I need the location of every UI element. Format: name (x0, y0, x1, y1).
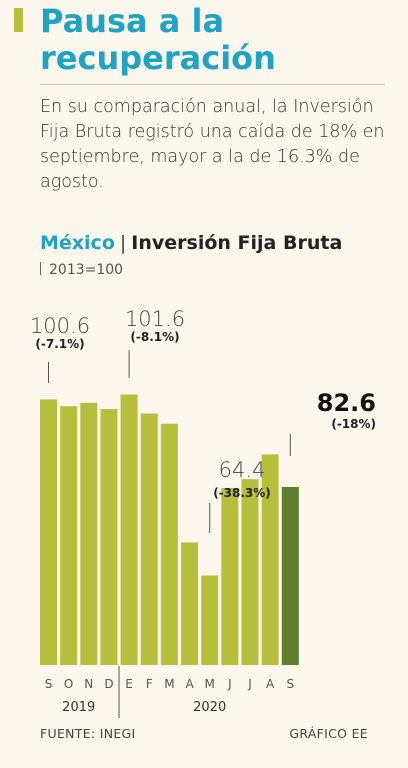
annotation-change-12: (-18%) (331, 417, 376, 431)
graphic-credit: GRÁFICO EE (289, 726, 368, 741)
annotation-change-0: (-7.1%) (35, 337, 84, 351)
bar-9 (221, 487, 239, 665)
annotation-change-4: (-8.1%) (130, 330, 179, 344)
x-tick-label: D (104, 677, 113, 691)
annotation-value-0: 100.6 (30, 314, 90, 338)
bar-10 (241, 479, 259, 665)
x-tick-label: A (266, 677, 275, 691)
bar-8 (201, 575, 219, 665)
source-note: FUENTE: INEGI (40, 726, 136, 741)
x-tick-label: J (247, 677, 252, 691)
annotation-value-8: 64.4 (219, 458, 266, 482)
chart-title: México | Inversión Fija Bruta (40, 230, 342, 256)
bar-1 (60, 406, 78, 665)
x-tick-label: N (84, 677, 93, 691)
lead-paragraph: En su comparación anual, la Inversión Fi… (40, 97, 385, 192)
bar-4 (120, 394, 138, 665)
chart-title-separator: | (119, 232, 127, 254)
x-tick-label: J (227, 677, 232, 691)
bar-12 (281, 486, 299, 665)
x-tick-label: O (64, 677, 73, 691)
x-tick-label: E (125, 677, 133, 691)
bar-6 (160, 423, 178, 665)
annotation-change-8: (-38.3%) (213, 486, 271, 500)
chart-series-title: Inversión Fija Bruta (131, 232, 343, 254)
year-label-2020: 2020 (193, 700, 226, 715)
x-tick-label: M (164, 677, 174, 691)
page-title: Pausa a la recuperación (40, 2, 276, 77)
bar-0 (40, 399, 57, 665)
title-accent-bar (14, 8, 23, 32)
x-tick-label: A (185, 677, 194, 691)
chart-unit-note: 2013=100 (40, 262, 123, 278)
x-tick-label: M (205, 677, 215, 691)
title-divider (40, 84, 385, 85)
annotation-value-12: 82.6 (317, 389, 376, 417)
x-tick-label: S (286, 677, 294, 691)
bar-11 (261, 454, 279, 665)
year-label-2019: 2019 (62, 700, 95, 715)
bar-5 (140, 413, 158, 665)
chart-country: México (40, 232, 115, 254)
bar-3 (100, 409, 118, 665)
annotation-value-4: 101.6 (125, 307, 185, 331)
x-tick-label: F (146, 677, 153, 691)
bar-2 (80, 402, 98, 665)
x-tick-label: S (45, 677, 53, 691)
bar-7 (181, 542, 199, 665)
